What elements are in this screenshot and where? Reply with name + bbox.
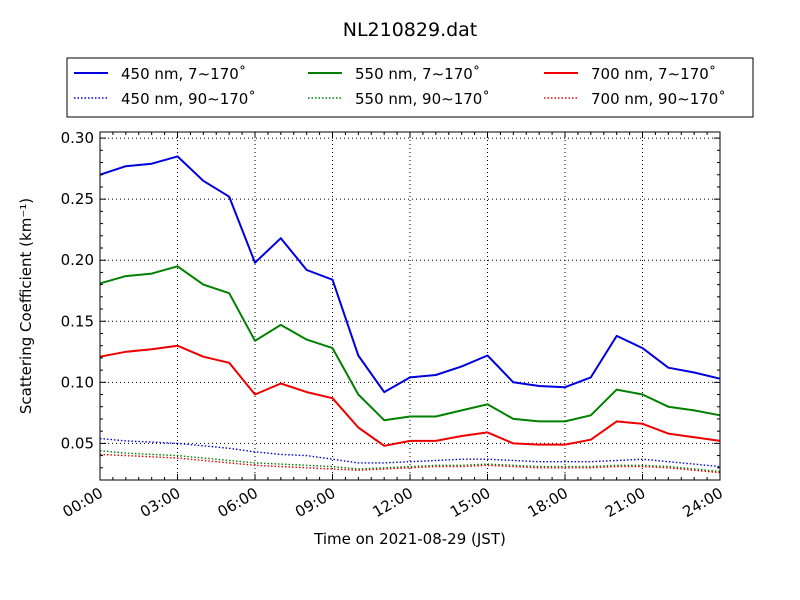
legend-entry-label: 450 nm, 90∼170˚ [121,90,256,108]
x-axis-label: Time on 2021-08-29 (JST) [313,530,506,548]
series-line-2 [99,265,721,423]
legend-entry-label: 550 nm, 90∼170˚ [355,90,490,108]
series-line-4 [99,344,721,447]
legend-entry-label: 700 nm, 90∼170˚ [591,90,726,108]
x-tick-label: 12:00 [370,484,416,521]
series-line-0 [99,155,721,394]
legend-entry-label: 700 nm, 7∼170˚ [591,65,716,83]
series-layer [99,155,721,474]
y-tick-labels: 0.05 0.10 0.15 0.20 0.25 0.30 [61,129,94,452]
x-tick-label: 03:00 [137,484,183,521]
axis-ticks [99,132,721,480]
legend: 450 nm, 7∼170˚ 450 nm, 90∼170˚ 550 nm, 7∼1… [66,57,754,118]
x-tick-label: 21:00 [602,484,648,521]
y-tick-label: 0.30 [61,129,94,147]
y-tick-label: 0.15 [61,312,94,330]
x-tick-label: 24:00 [680,484,726,521]
y-tick-label: 0.25 [61,190,94,208]
y-tick-label: 0.10 [61,373,94,391]
x-tick-label: 06:00 [215,484,261,521]
x-tick-label: 18:00 [525,484,571,521]
x-tick-label: 00:00 [60,484,106,521]
legend-entry-label: 550 nm, 7∼170˚ [355,65,480,83]
x-tick-label: 09:00 [292,484,338,521]
x-tick-label: 15:00 [447,484,493,521]
series-line-5 [99,453,721,474]
legend-entry-label: 450 nm, 7∼170˚ [121,65,246,83]
chart-title: NL210829.dat [343,19,478,41]
y-axis-label: Scattering Coefficient (km⁻¹) [17,198,35,414]
y-tick-label: 0.20 [61,251,94,269]
y-tick-label: 0.05 [61,434,94,452]
series-line-1 [99,437,721,468]
legend-box [66,57,754,118]
x-tick-labels: 00:00 03:00 06:00 09:00 12:00 15:00 18:00 21:00… [60,484,726,521]
grid-lines [100,132,720,480]
